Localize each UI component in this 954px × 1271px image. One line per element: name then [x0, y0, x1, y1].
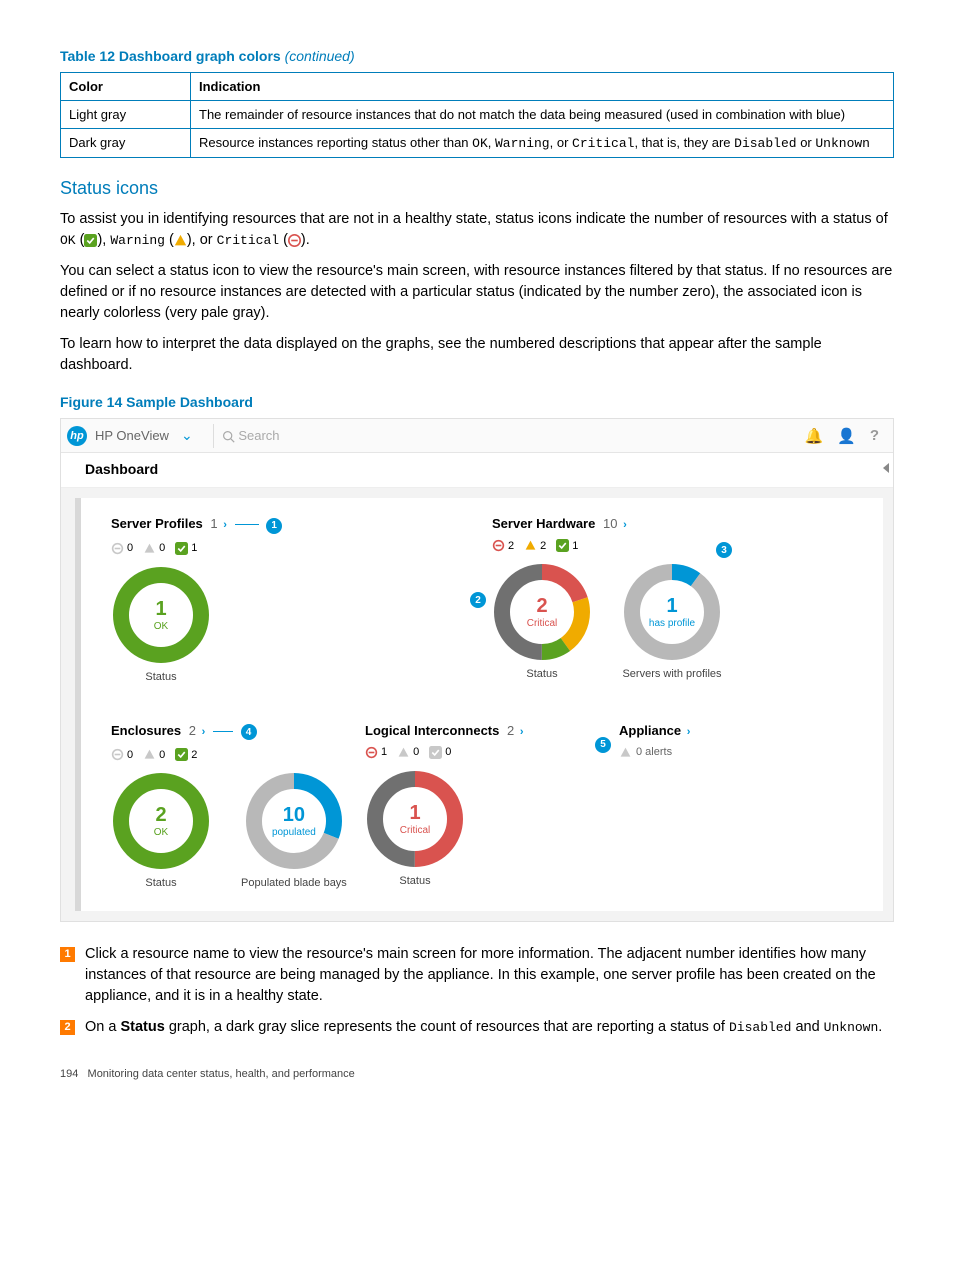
chevron-icon: › — [520, 726, 524, 738]
status-icons-p2: You can select a status icon to view the… — [60, 261, 894, 324]
status-ok[interactable]: 2 — [175, 748, 197, 761]
warning-icon — [143, 542, 156, 555]
status-warning[interactable]: 0 — [397, 746, 419, 759]
cell-indication: Resource instances reporting status othe… — [191, 129, 894, 158]
chevron-icon: › — [202, 726, 206, 738]
cell-indication: The remainder of resource instances that… — [191, 101, 894, 129]
status-icons-heading: Status icons — [60, 178, 894, 199]
warning-icon — [143, 748, 156, 761]
status-warning[interactable]: 0 — [143, 542, 165, 555]
ok-icon — [175, 748, 188, 761]
callout-1: 1 — [266, 518, 282, 534]
user-icon[interactable]: 👤 — [837, 427, 856, 445]
warning-icon — [174, 234, 187, 247]
sample-dashboard: hp HP OneView ⌄ Search 🔔 👤 ? Dashboard S… — [60, 418, 894, 922]
numbered-descriptions: 1 Click a resource name to view the reso… — [60, 944, 894, 1038]
status-ok[interactable]: 0 — [429, 746, 451, 759]
callout-5: 5 — [595, 737, 611, 753]
collapse-icon[interactable] — [883, 463, 889, 473]
donut-status[interactable]: 2OK Status — [111, 771, 211, 889]
list-text: On a Status graph, a dark gray slice rep… — [85, 1017, 882, 1038]
list-item: 1 Click a resource name to view the reso… — [60, 944, 894, 1007]
status-icons-p3: To learn how to interpret the data displ… — [60, 334, 894, 376]
chevron-icon: › — [687, 726, 691, 738]
status-counts: 2 2 1 — [492, 539, 873, 552]
cell-color: Dark gray — [61, 129, 191, 158]
critical-icon — [365, 746, 378, 759]
list-item: 2 On a Status graph, a dark gray slice r… — [60, 1017, 894, 1038]
status-critical[interactable]: 0 — [111, 748, 133, 761]
ok-icon — [175, 542, 188, 555]
search-input[interactable]: Search — [222, 428, 280, 443]
status-ok[interactable]: 1 — [175, 542, 197, 555]
status-ok[interactable]: 1 — [556, 539, 578, 552]
callout-3: 3 — [716, 542, 732, 558]
panel-enclosures: Enclosures 2 › 4 0 0 2 2OK Sta — [111, 723, 365, 890]
brand-dropdown-icon[interactable]: ⌄ — [181, 427, 193, 444]
panel-header[interactable]: Enclosures 2 › 4 — [111, 723, 365, 741]
dashboard-topbar: hp HP OneView ⌄ Search 🔔 👤 ? — [61, 419, 893, 453]
critical-icon — [492, 539, 505, 552]
cell-color: Light gray — [61, 101, 191, 129]
list-text: Click a resource name to view the resour… — [85, 944, 894, 1007]
chevron-icon: › — [623, 519, 627, 531]
warning-icon — [619, 746, 632, 759]
callout-4: 4 — [241, 724, 257, 740]
panel-server-profiles: Server Profiles 1 › 1 0 0 1 1OK Status — [111, 516, 492, 683]
col-header-color: Color — [61, 73, 191, 101]
color-table: Color Indication Light gray The remainde… — [60, 72, 894, 158]
status-counts: 0 0 1 — [111, 542, 492, 555]
status-warning[interactable]: 2 — [524, 539, 546, 552]
hp-logo-icon[interactable]: hp — [67, 426, 87, 446]
list-number: 1 — [60, 947, 75, 962]
table-title-continued: (continued) — [285, 48, 355, 64]
panel-header[interactable]: 5 Appliance › — [619, 723, 873, 738]
brand-label[interactable]: HP OneView — [95, 428, 169, 443]
donut-servers-with-profiles[interactable]: 3 1has profile Servers with profiles — [622, 562, 722, 680]
panel-header[interactable]: Server Profiles 1 › 1 — [111, 516, 492, 534]
status-counts: 1 0 0 — [365, 746, 619, 759]
help-icon[interactable]: ? — [870, 427, 879, 444]
panel-server-hardware: Server Hardware 10 › 2 2 1 2 2Critical S… — [492, 516, 873, 683]
table-title-text: Table 12 Dashboard graph colors — [60, 48, 281, 64]
chevron-icon: › — [223, 519, 227, 531]
search-icon — [222, 430, 235, 443]
ok-icon — [556, 539, 569, 552]
warning-icon — [524, 539, 537, 552]
page-footer: 194 Monitoring data center status, healt… — [60, 1068, 894, 1080]
donut-status[interactable]: 2Critical Status — [492, 562, 592, 680]
status-critical[interactable]: 1 — [365, 746, 387, 759]
dashboard-body: Server Profiles 1 › 1 0 0 1 1OK Status — [75, 498, 883, 911]
panel-header[interactable]: Logical Interconnects 2 › — [365, 723, 619, 738]
status-icons-p1: To assist you in identifying resources t… — [60, 209, 894, 251]
warning-icon — [397, 746, 410, 759]
status-critical[interactable]: 0 — [111, 542, 133, 555]
status-critical[interactable]: 2 — [492, 539, 514, 552]
col-header-indication: Indication — [191, 73, 894, 101]
figure-title: Figure 14 Sample Dashboard — [60, 394, 894, 410]
critical-icon — [111, 748, 124, 761]
donut-status[interactable]: 1OK Status — [111, 565, 211, 683]
panel-header[interactable]: Server Hardware 10 › — [492, 516, 873, 531]
table-row: Light gray The remainder of resource ins… — [61, 101, 894, 129]
panel-appliance: 5 Appliance › 0 alerts — [619, 723, 873, 890]
bell-icon[interactable]: 🔔 — [804, 427, 823, 445]
ok-icon — [429, 746, 442, 759]
appliance-alerts[interactable]: 0 alerts — [619, 746, 873, 759]
ok-icon — [84, 234, 97, 247]
table-title: Table 12 Dashboard graph colors (continu… — [60, 48, 894, 64]
donut-status[interactable]: 1Critical Status — [365, 769, 465, 887]
callout-2: 2 — [470, 592, 486, 608]
status-counts: 0 0 2 — [111, 748, 365, 761]
table-row: Dark gray Resource instances reporting s… — [61, 129, 894, 158]
divider — [213, 424, 214, 448]
donut-populated[interactable]: 10populated Populated blade bays — [241, 771, 347, 889]
status-warning[interactable]: 0 — [143, 748, 165, 761]
panel-logical-interconnects: Logical Interconnects 2 › 1 0 0 1Critica… — [365, 723, 619, 890]
critical-icon — [288, 234, 301, 247]
critical-icon — [111, 542, 124, 555]
dashboard-section-header: Dashboard — [61, 453, 893, 488]
list-number: 2 — [60, 1020, 75, 1035]
